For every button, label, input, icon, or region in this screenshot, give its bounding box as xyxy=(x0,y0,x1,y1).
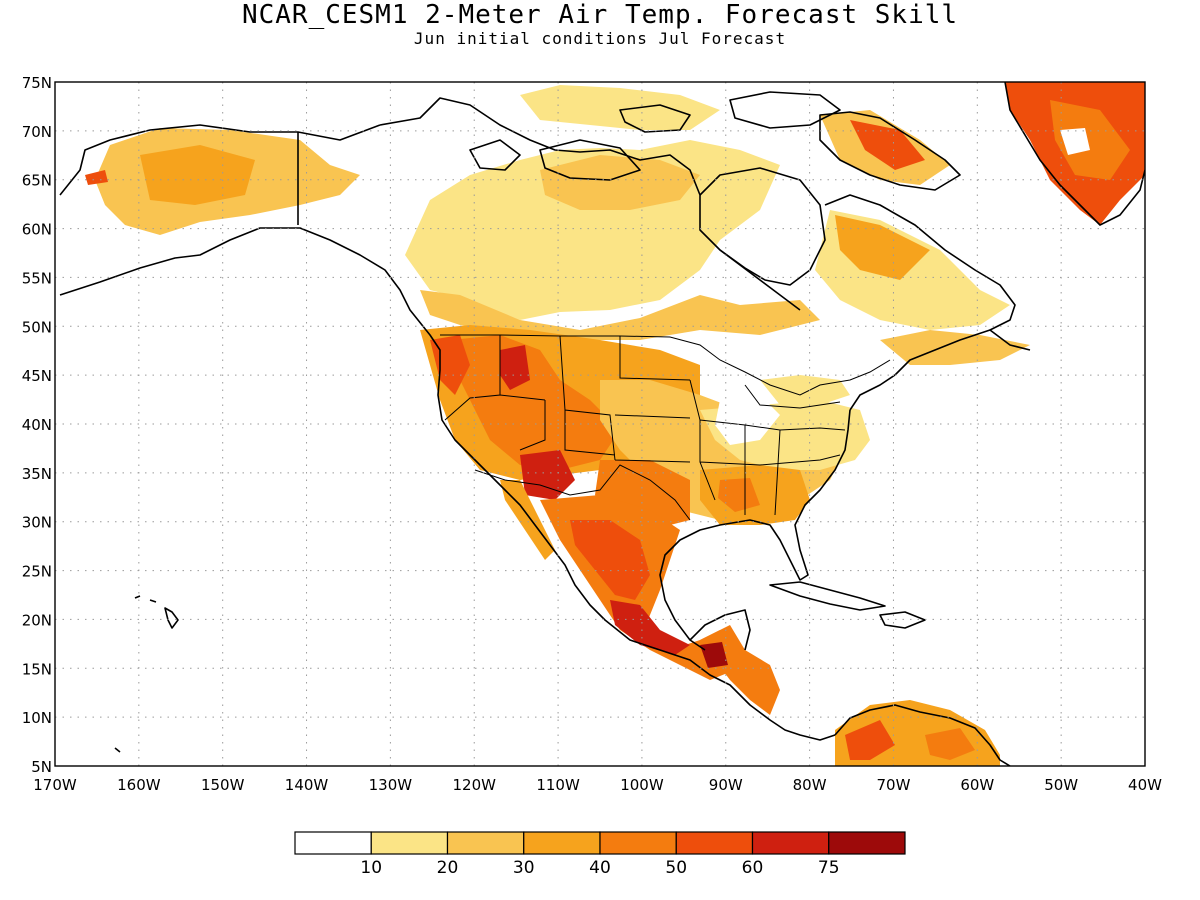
region-rockies xyxy=(500,345,530,390)
latitude-tick-label: 50N xyxy=(22,318,52,336)
region-canada-belt xyxy=(420,290,820,340)
colorbar-label: 30 xyxy=(513,858,535,878)
longitude-tick-labels: 170W 160W 150W 140W 130W 120W 110W 100W 90W 80W 70… xyxy=(33,776,1162,794)
longitude-tick-label: 110W xyxy=(536,776,580,794)
latitude-tick-label: 40N xyxy=(22,416,52,434)
colorbar-label: 40 xyxy=(589,858,611,878)
coast-arctic-islands xyxy=(619,104,691,133)
colorbar-label: 50 xyxy=(665,858,687,878)
region-guatemala xyxy=(700,642,728,668)
region-mexico-core xyxy=(570,520,650,600)
border-us-mexico xyxy=(474,464,691,521)
longitude-tick-label: 140W xyxy=(285,776,329,794)
colorbar-swatch xyxy=(751,831,830,855)
latitude-tick-label: 25N xyxy=(22,563,52,581)
region-sa-core xyxy=(845,720,895,760)
colorbar xyxy=(294,831,906,855)
longitude-tick-label: 60W xyxy=(960,776,994,794)
latitude-tick-label: 10N xyxy=(22,709,52,727)
political-borders xyxy=(440,334,891,521)
longitude-tick-label: 100W xyxy=(620,776,664,794)
longitude-tick-label: 160W xyxy=(117,776,161,794)
map-title: NCAR_CESM1 2-Meter Air Temp. Forecast Sk… xyxy=(241,0,959,30)
region-west-us-core xyxy=(450,335,620,470)
latitude-tick-label: 35N xyxy=(22,465,52,483)
longitude-tick-label: 120W xyxy=(452,776,496,794)
coast-ellesmere xyxy=(729,91,841,129)
longitude-tick-label: 130W xyxy=(369,776,413,794)
region-greenland-core xyxy=(1050,100,1130,180)
latitude-tick-labels: 5N 10N 15N 20N 25N 30N 35N 40N 45N 50N 55N 60N 65N 70… xyxy=(22,74,52,776)
state-borders-east xyxy=(689,379,846,516)
region-mexico-south xyxy=(610,600,690,655)
colorbar-label: 75 xyxy=(818,858,840,878)
colorbar-swatch xyxy=(828,831,906,855)
latitude-tick-label: 75N xyxy=(22,74,52,92)
coast-yucatan xyxy=(689,609,751,651)
region-labrador-core xyxy=(835,215,930,280)
latitude-tick-label: 70N xyxy=(22,123,52,141)
region-alaska-west xyxy=(85,170,108,185)
colorbar-labels: 10 20 30 40 50 60 75 xyxy=(360,858,839,878)
latitude-tick-label: 45N xyxy=(22,367,52,385)
longitude-tick-label: 170W xyxy=(33,776,77,794)
coast-hawaii xyxy=(134,595,179,629)
coast-hawaii-west xyxy=(114,747,121,753)
colorbar-swatch xyxy=(523,831,601,855)
region-greenland-light xyxy=(1060,128,1090,155)
latitude-tick-label: 60N xyxy=(22,221,52,239)
coast-alaska-north xyxy=(59,124,381,196)
latitude-tick-label: 5N xyxy=(31,758,52,776)
latitude-tick-label: 20N xyxy=(22,611,52,629)
coast-us-east xyxy=(659,409,851,651)
colorbar-swatch xyxy=(446,831,525,855)
region-canada-islands xyxy=(540,155,700,210)
longitude-tick-label: 90W xyxy=(709,776,743,794)
lat-lon-grid xyxy=(55,82,1145,766)
longitude-tick-label: 80W xyxy=(793,776,827,794)
coast-greenland xyxy=(1004,82,1145,226)
plot-frame xyxy=(54,81,1146,767)
region-arctic-north xyxy=(520,85,720,130)
region-ohio-valley xyxy=(715,395,780,445)
coast-hispaniola xyxy=(879,611,926,629)
region-sa-east xyxy=(925,728,975,760)
coast-hudson-bay xyxy=(699,167,826,286)
region-baja xyxy=(500,480,555,560)
coast-banks-island xyxy=(469,139,521,171)
colorbar-label: 10 xyxy=(360,858,382,878)
latitude-tick-label: 55N xyxy=(22,269,52,287)
colorbar-swatch xyxy=(370,831,449,855)
region-gulf-coast xyxy=(718,478,760,512)
colorbar-label: 60 xyxy=(742,858,764,878)
map-subtitle: Jun initial conditions Jul Forecast xyxy=(413,29,787,48)
coast-victoria-island xyxy=(539,139,641,181)
region-great-lakes xyxy=(760,375,850,405)
coastlines xyxy=(59,82,1145,766)
coast-north-america-west xyxy=(59,227,836,741)
latitude-tick-label: 65N xyxy=(22,172,52,190)
region-four-corners xyxy=(520,450,575,500)
region-baffin-core xyxy=(850,120,925,170)
colorbar-swatch xyxy=(675,831,754,855)
coast-south-america xyxy=(834,704,1011,766)
region-alaska-core xyxy=(140,145,255,205)
coast-labrador xyxy=(824,194,1031,351)
longitude-tick-label: 150W xyxy=(201,776,245,794)
latitude-tick-label: 30N xyxy=(22,514,52,532)
longitude-tick-label: 40W xyxy=(1128,776,1162,794)
skill-shading xyxy=(85,82,1145,766)
colorbar-label: 20 xyxy=(437,858,459,878)
state-borders-west xyxy=(444,335,691,463)
colorbar-swatch xyxy=(294,831,372,855)
latitude-tick-label: 15N xyxy=(22,660,52,678)
colorbar-swatch xyxy=(599,831,677,855)
border-us-canada xyxy=(440,334,891,396)
longitude-tick-label: 50W xyxy=(1044,776,1078,794)
coast-maritimes xyxy=(849,329,991,411)
coast-baffin xyxy=(819,111,961,191)
longitude-tick-label: 70W xyxy=(877,776,911,794)
